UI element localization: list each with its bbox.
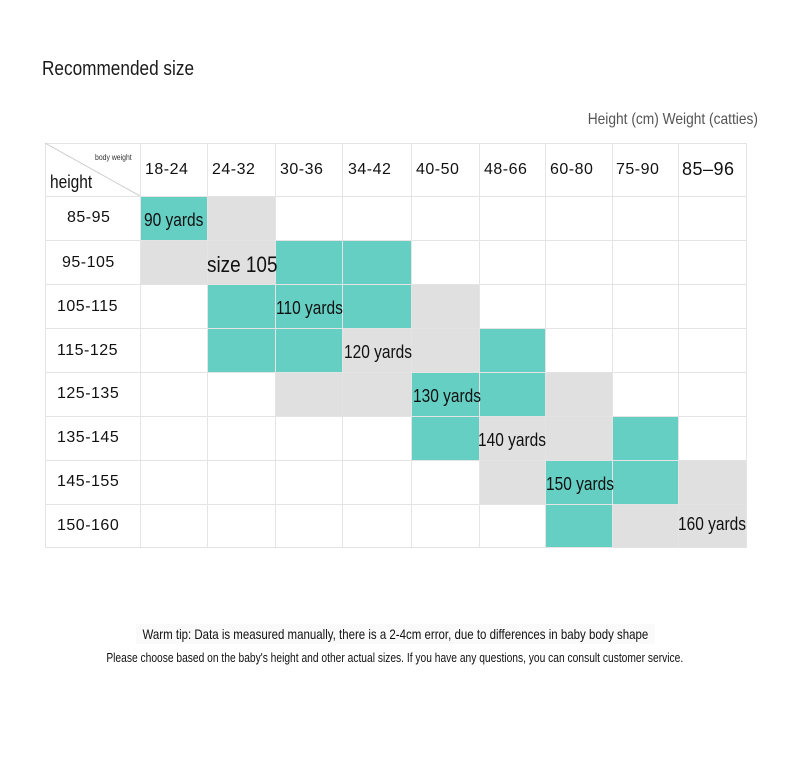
warm-tip-text: Warm tip: Data is measured manually, the… (135, 624, 655, 644)
band-110-b (275, 328, 342, 372)
corner-weight-label: body weight (95, 153, 132, 162)
size-chart-table: body weight height 18-24 24-32 30-36 34-… (45, 143, 747, 548)
band-120 (342, 328, 479, 372)
row-header: 95-105 (62, 254, 115, 271)
corner-diagonal (45, 143, 140, 196)
row-header: 135-145 (57, 429, 120, 446)
band-130-b (411, 416, 479, 460)
col-header: 48-66 (484, 161, 528, 178)
band-160-b (612, 504, 747, 548)
col-header: 75-90 (616, 161, 660, 178)
band-150 (479, 460, 545, 504)
col-header: 18-24 (145, 161, 189, 178)
choose-note: Please choose based on the baby's height… (0, 651, 790, 665)
band-140-b (545, 372, 612, 416)
units-note: Height (cm) Weight (catties) (587, 111, 758, 128)
choose-note-text: Please choose based on the baby's height… (106, 651, 684, 665)
page-title: Recommended size (42, 58, 195, 80)
band-90 (140, 196, 207, 240)
size-label-130: 130 yards (413, 386, 481, 406)
col-header: 40-50 (416, 161, 460, 178)
row-header: 105-115 (57, 298, 119, 315)
warm-tip: Warm tip: Data is measured manually, the… (0, 624, 790, 644)
band-130-teal (411, 372, 545, 416)
row-header: 85-95 (67, 209, 111, 226)
row-header: 115-125 (57, 342, 119, 359)
band-160 (678, 460, 747, 504)
row-header: 150-160 (57, 517, 120, 534)
band-130 (275, 372, 411, 416)
col-header: 24-32 (212, 161, 256, 178)
band-90-overlap (207, 196, 275, 240)
size-label-110: 110 yards (276, 298, 343, 318)
band-120-b (411, 284, 479, 328)
corner-height-label: height (50, 172, 93, 192)
col-header: 34-42 (348, 161, 392, 178)
size-label-105: size 105 (207, 252, 278, 277)
col-header: 85–96 (682, 159, 735, 179)
band-120-teal (479, 328, 545, 372)
col-header: 60-80 (550, 161, 594, 178)
row-header: 125-135 (57, 385, 120, 402)
size-label-120: 120 yards (344, 342, 412, 362)
row-header: 145-155 (57, 473, 120, 490)
size-label-150: 150 yards (546, 474, 614, 494)
size-label-140: 140 yards (478, 430, 546, 450)
size-label-160: 160 yards (678, 514, 746, 534)
col-header: 30-36 (280, 161, 324, 178)
size-label-90: 90 yards (144, 210, 204, 230)
